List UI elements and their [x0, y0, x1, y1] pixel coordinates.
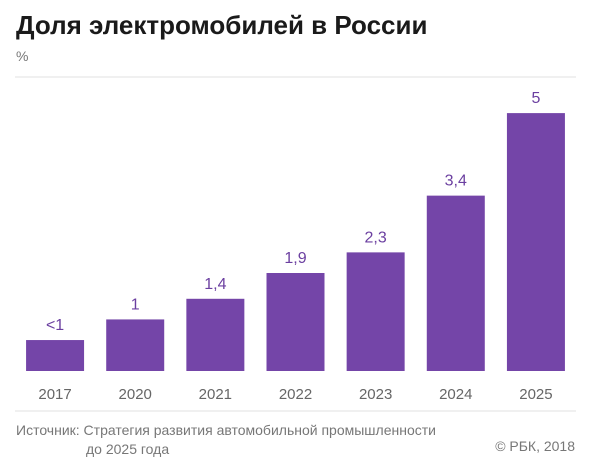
copyright: © РБК, 2018 [495, 438, 575, 454]
chart-title: Доля электромобилей в России [16, 10, 428, 40]
source-line-2: до 2025 года [86, 441, 170, 457]
x-tick-label-2023: 2023 [359, 386, 392, 403]
bar-value-label-2022: 1,9 [284, 250, 306, 267]
bar-value-label-2023: 2,3 [365, 229, 387, 246]
bar-value-label-2024: 3,4 [445, 173, 467, 190]
x-tick-label-2021: 2021 [199, 386, 232, 403]
x-tick-label-2025: 2025 [519, 386, 552, 403]
bar-value-label-2025: 5 [531, 90, 540, 107]
x-tick-label-2017: 2017 [38, 386, 71, 403]
source-line-1: Источник: Стратегия развития автомобильн… [16, 422, 436, 438]
bar-2022 [266, 273, 325, 371]
bar-2017 [26, 340, 85, 371]
bar-2023 [346, 252, 405, 371]
x-tick-label-2024: 2024 [439, 386, 472, 403]
bar-value-label-2021: 1,4 [204, 276, 226, 293]
bar-2024 [426, 195, 485, 371]
bar-value-label-2020: 1 [131, 296, 140, 313]
bar-2020 [106, 319, 165, 371]
unit-label: % [16, 48, 29, 64]
bar-2025 [506, 113, 565, 372]
x-tick-label-2020: 2020 [119, 386, 152, 403]
bar-2021 [186, 298, 245, 371]
bar-value-label-2017: <1 [46, 317, 64, 334]
x-tick-label-2022: 2022 [279, 386, 312, 403]
source-note: Источник: Стратегия развития автомобильн… [16, 421, 436, 459]
